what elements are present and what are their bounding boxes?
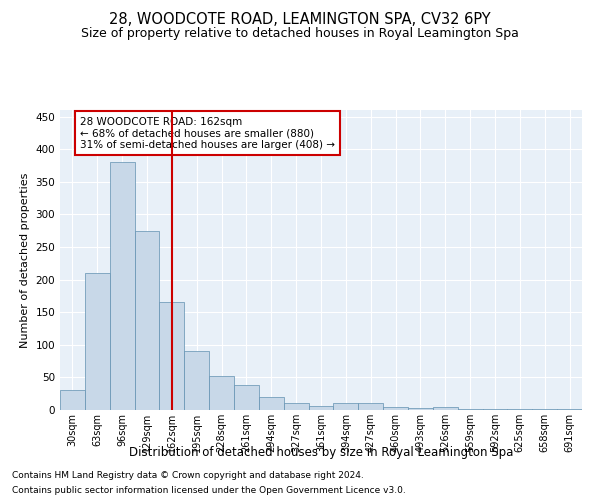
Bar [284, 404, 308, 410]
Bar [234, 385, 259, 410]
Text: Size of property relative to detached houses in Royal Leamington Spa: Size of property relative to detached ho… [81, 28, 519, 40]
Bar [85, 273, 110, 410]
Bar [160, 302, 184, 410]
Bar [458, 408, 482, 410]
Y-axis label: Number of detached properties: Number of detached properties [20, 172, 30, 348]
Bar [259, 397, 284, 410]
Bar [134, 230, 160, 410]
Text: 28 WOODCOTE ROAD: 162sqm
← 68% of detached houses are smaller (880)
31% of semi-: 28 WOODCOTE ROAD: 162sqm ← 68% of detach… [80, 116, 335, 150]
Bar [334, 403, 358, 410]
Text: Contains public sector information licensed under the Open Government Licence v3: Contains public sector information licen… [12, 486, 406, 495]
Bar [209, 376, 234, 410]
Bar [408, 408, 433, 410]
Bar [358, 404, 383, 410]
Bar [383, 406, 408, 410]
Bar [433, 408, 458, 410]
Text: 28, WOODCOTE ROAD, LEAMINGTON SPA, CV32 6PY: 28, WOODCOTE ROAD, LEAMINGTON SPA, CV32 … [109, 12, 491, 28]
Text: Distribution of detached houses by size in Royal Leamington Spa: Distribution of detached houses by size … [129, 446, 513, 459]
Bar [308, 406, 334, 410]
Bar [184, 352, 209, 410]
Bar [60, 390, 85, 410]
Text: Contains HM Land Registry data © Crown copyright and database right 2024.: Contains HM Land Registry data © Crown c… [12, 471, 364, 480]
Bar [110, 162, 134, 410]
